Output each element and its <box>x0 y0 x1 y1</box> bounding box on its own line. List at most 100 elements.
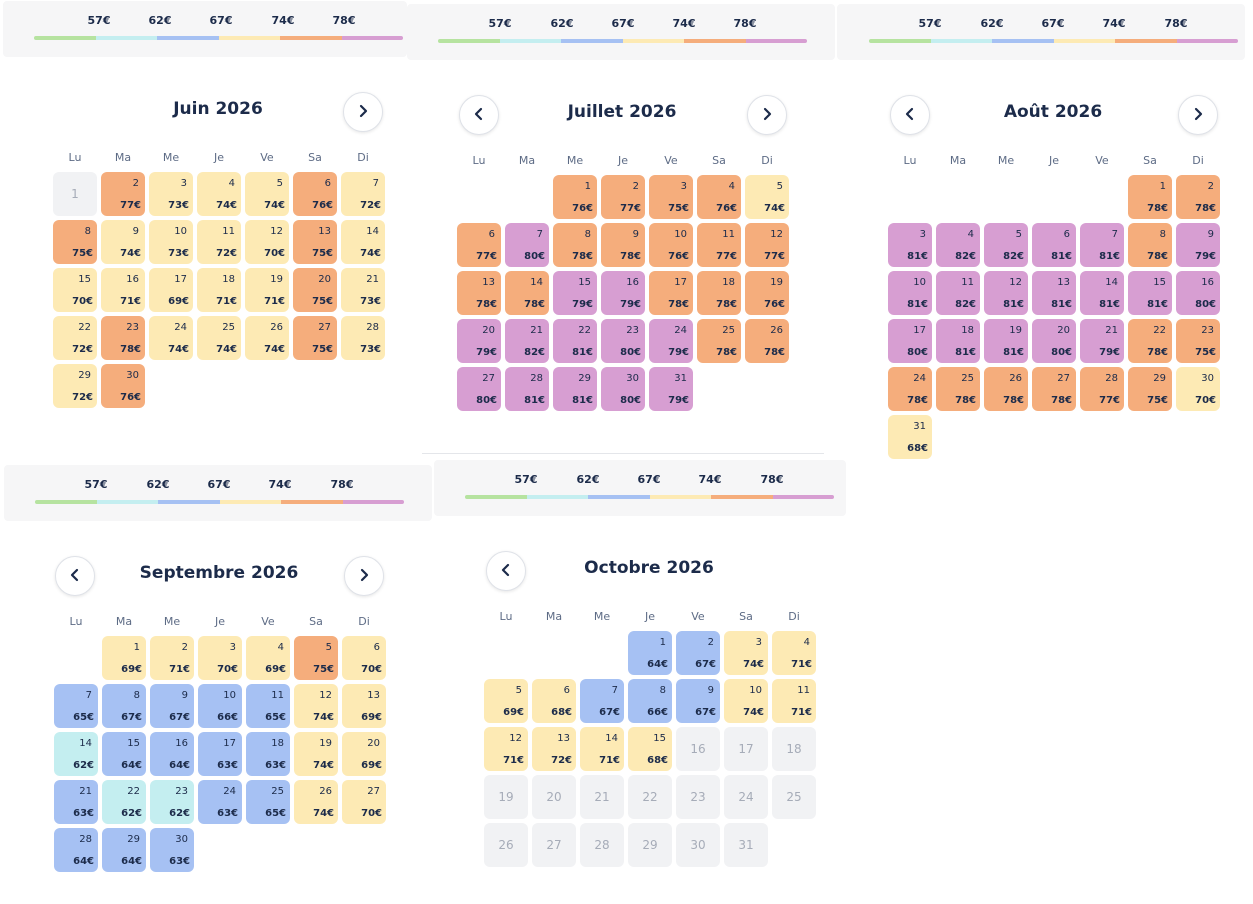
day-cell[interactable]: 12 74€ <box>294 684 338 728</box>
day-cell[interactable]: 19 76€ <box>745 271 789 315</box>
day-cell[interactable]: 6 68€ <box>532 679 576 723</box>
day-cell[interactable]: 8 66€ <box>628 679 672 723</box>
day-cell[interactable]: 31 79€ <box>649 367 693 411</box>
day-cell[interactable]: 13 69€ <box>342 684 386 728</box>
day-cell[interactable]: 23 80€ <box>601 319 645 363</box>
day-cell[interactable]: 22 62€ <box>102 780 146 824</box>
day-cell[interactable]: 2 77€ <box>601 175 645 219</box>
day-cell[interactable]: 10 76€ <box>649 223 693 267</box>
day-cell[interactable]: 14 78€ <box>505 271 549 315</box>
day-cell[interactable]: 11 77€ <box>697 223 741 267</box>
day-cell[interactable]: 4 71€ <box>772 631 816 675</box>
day-cell[interactable]: 12 81€ <box>984 271 1028 315</box>
day-cell[interactable]: 5 75€ <box>294 636 338 680</box>
day-cell[interactable]: 7 72€ <box>341 172 385 216</box>
day-cell[interactable]: 22 81€ <box>553 319 597 363</box>
day-cell[interactable]: 5 69€ <box>484 679 528 723</box>
previous-month-button[interactable] <box>486 551 526 591</box>
day-cell[interactable]: 28 64€ <box>54 828 98 872</box>
day-cell[interactable]: 30 76€ <box>101 364 145 408</box>
day-cell[interactable]: 25 78€ <box>936 367 980 411</box>
day-cell[interactable]: 9 67€ <box>150 684 194 728</box>
day-cell[interactable]: 27 78€ <box>1032 367 1076 411</box>
day-cell[interactable]: 10 74€ <box>724 679 768 723</box>
day-cell[interactable]: 2 67€ <box>676 631 720 675</box>
day-cell[interactable]: 28 77€ <box>1080 367 1124 411</box>
day-cell[interactable]: 6 70€ <box>342 636 386 680</box>
day-cell[interactable]: 6 81€ <box>1032 223 1076 267</box>
day-cell[interactable]: 11 82€ <box>936 271 980 315</box>
day-cell[interactable]: 5 82€ <box>984 223 1028 267</box>
day-cell[interactable]: 27 70€ <box>342 780 386 824</box>
day-cell[interactable]: 13 78€ <box>457 271 501 315</box>
day-cell[interactable]: 3 75€ <box>649 175 693 219</box>
day-cell[interactable]: 6 77€ <box>457 223 501 267</box>
day-cell[interactable]: 17 63€ <box>198 732 242 776</box>
day-cell[interactable]: 29 64€ <box>102 828 146 872</box>
day-cell[interactable]: 21 73€ <box>341 268 385 312</box>
day-cell[interactable]: 6 76€ <box>293 172 337 216</box>
day-cell[interactable]: 4 74€ <box>197 172 241 216</box>
day-cell[interactable]: 3 81€ <box>888 223 932 267</box>
day-cell[interactable]: 30 70€ <box>1176 367 1220 411</box>
day-cell[interactable]: 10 81€ <box>888 271 932 315</box>
day-cell[interactable]: 13 81€ <box>1032 271 1076 315</box>
next-month-button[interactable] <box>1178 95 1218 135</box>
day-cell[interactable]: 2 77€ <box>101 172 145 216</box>
day-cell[interactable]: 26 78€ <box>745 319 789 363</box>
day-cell[interactable]: 29 81€ <box>553 367 597 411</box>
day-cell[interactable]: 23 62€ <box>150 780 194 824</box>
day-cell[interactable]: 21 63€ <box>54 780 98 824</box>
day-cell[interactable]: 31 68€ <box>888 415 932 459</box>
day-cell[interactable]: 18 71€ <box>197 268 241 312</box>
day-cell[interactable]: 24 78€ <box>888 367 932 411</box>
day-cell[interactable]: 8 67€ <box>102 684 146 728</box>
day-cell[interactable]: 11 71€ <box>772 679 816 723</box>
day-cell[interactable]: 23 75€ <box>1176 319 1220 363</box>
day-cell[interactable]: 20 69€ <box>342 732 386 776</box>
day-cell[interactable]: 14 71€ <box>580 727 624 771</box>
day-cell[interactable]: 26 74€ <box>245 316 289 360</box>
previous-month-button[interactable] <box>459 95 499 135</box>
day-cell[interactable]: 1 76€ <box>553 175 597 219</box>
day-cell[interactable]: 28 73€ <box>341 316 385 360</box>
day-cell[interactable]: 11 72€ <box>197 220 241 264</box>
day-cell[interactable]: 12 70€ <box>245 220 289 264</box>
day-cell[interactable]: 18 63€ <box>246 732 290 776</box>
day-cell[interactable]: 18 78€ <box>697 271 741 315</box>
day-cell[interactable]: 4 82€ <box>936 223 980 267</box>
day-cell[interactable]: 15 68€ <box>628 727 672 771</box>
day-cell[interactable]: 7 65€ <box>54 684 98 728</box>
day-cell[interactable]: 30 80€ <box>601 367 645 411</box>
day-cell[interactable]: 16 71€ <box>101 268 145 312</box>
day-cell[interactable]: 9 79€ <box>1176 223 1220 267</box>
day-cell[interactable]: 13 72€ <box>532 727 576 771</box>
day-cell[interactable]: 25 78€ <box>697 319 741 363</box>
day-cell[interactable]: 26 74€ <box>294 780 338 824</box>
day-cell[interactable]: 8 75€ <box>53 220 97 264</box>
day-cell[interactable]: 12 71€ <box>484 727 528 771</box>
day-cell[interactable]: 1 64€ <box>628 631 672 675</box>
day-cell[interactable]: 27 75€ <box>293 316 337 360</box>
day-cell[interactable]: 9 67€ <box>676 679 720 723</box>
day-cell[interactable]: 21 82€ <box>505 319 549 363</box>
day-cell[interactable]: 7 80€ <box>505 223 549 267</box>
day-cell[interactable]: 10 66€ <box>198 684 242 728</box>
day-cell[interactable]: 1 69€ <box>102 636 146 680</box>
day-cell[interactable]: 17 78€ <box>649 271 693 315</box>
day-cell[interactable]: 18 81€ <box>936 319 980 363</box>
day-cell[interactable]: 20 80€ <box>1032 319 1076 363</box>
next-month-button[interactable] <box>747 95 787 135</box>
day-cell[interactable]: 7 81€ <box>1080 223 1124 267</box>
day-cell[interactable]: 15 64€ <box>102 732 146 776</box>
previous-month-button[interactable] <box>890 95 930 135</box>
day-cell[interactable]: 19 81€ <box>984 319 1028 363</box>
day-cell[interactable]: 24 79€ <box>649 319 693 363</box>
day-cell[interactable]: 3 73€ <box>149 172 193 216</box>
day-cell[interactable]: 16 64€ <box>150 732 194 776</box>
day-cell[interactable]: 24 63€ <box>198 780 242 824</box>
day-cell[interactable]: 3 70€ <box>198 636 242 680</box>
day-cell[interactable]: 17 80€ <box>888 319 932 363</box>
day-cell[interactable]: 27 80€ <box>457 367 501 411</box>
day-cell[interactable]: 14 62€ <box>54 732 98 776</box>
